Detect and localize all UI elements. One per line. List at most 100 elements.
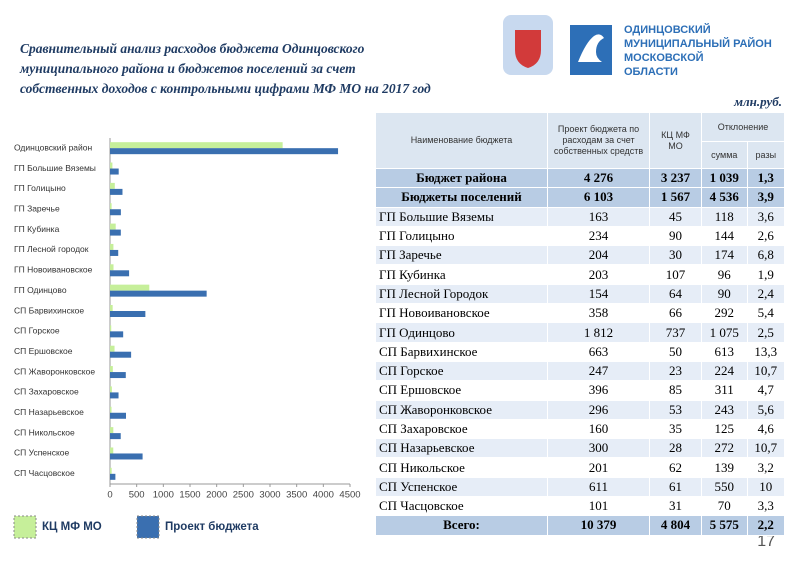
y-tick-label: СП Барвихинское <box>14 305 84 315</box>
y-tick-label: СП Часцовское <box>14 468 75 478</box>
bar <box>110 142 283 149</box>
table-cell: ГП Кубинка <box>375 264 548 285</box>
bar <box>110 290 207 297</box>
table-cell: СП Часцовское <box>375 496 548 517</box>
title-line: муниципального района и бюджетов поселен… <box>19 61 356 76</box>
bar <box>110 412 126 419</box>
bar <box>110 453 143 460</box>
logo-text: ОБЛАСТИ <box>624 66 678 78</box>
logo-text: МОСКОВСКОЙ <box>624 51 704 64</box>
table-cell: 28 <box>649 438 702 459</box>
table-row: СП Часцовское 101 31 70 3,3 <box>375 496 786 517</box>
table-row: Бюджет района 4 276 3 237 1 039 1,3 <box>375 167 786 189</box>
table-cell: 2,5 <box>746 322 786 343</box>
table-cell: 243 <box>701 399 748 420</box>
table-row: СП Захаровское 160 35 125 4,6 <box>375 418 786 440</box>
table-cell: 3,9 <box>746 187 786 208</box>
table-cell: 35 <box>649 418 702 440</box>
table-cell: СП Жаворонковское <box>375 399 548 420</box>
table-cell: ГП Голицыно <box>375 225 548 247</box>
shield <box>515 30 541 68</box>
table-cell: Бюджет района <box>375 167 548 189</box>
table-cell: 613 <box>701 341 748 362</box>
table-cell: 358 <box>547 303 650 324</box>
x-tick-label: 2500 <box>233 490 254 501</box>
table-cell: 3,6 <box>746 206 786 227</box>
table-cell: 154 <box>547 283 650 305</box>
table-cell: 296 <box>547 399 650 420</box>
table-cell: 31 <box>649 496 702 517</box>
table-cell: 292 <box>701 303 748 324</box>
table-cell: 311 <box>701 380 748 401</box>
table-cell: 4,7 <box>746 380 786 401</box>
table-cell: 2,2 <box>746 515 786 536</box>
x-tick-label: 3500 <box>286 490 307 501</box>
x-tick-label: 3000 <box>259 490 280 501</box>
table-cell: 2,4 <box>746 283 786 305</box>
table-cell: Всего: <box>375 515 548 536</box>
table-cell: 234 <box>547 225 650 247</box>
page-number: 17 <box>757 533 775 550</box>
table-cell: 90 <box>649 225 702 247</box>
x-tick-label: 500 <box>129 490 145 501</box>
bar <box>110 311 146 317</box>
bar <box>110 168 119 175</box>
logo-text: ОДИНЦОВСКИЙ <box>624 23 711 36</box>
bar <box>110 372 126 379</box>
bar <box>110 229 121 236</box>
table-cell: 1 567 <box>649 187 702 208</box>
table-cell: 174 <box>701 245 748 266</box>
table-cell: 201 <box>547 457 650 478</box>
table-row: СП Никольское 201 62 139 3,2 <box>375 457 786 478</box>
y-tick-label: СП Никольское <box>14 427 75 437</box>
bar <box>110 392 119 399</box>
table-cell: СП Горское <box>375 360 548 382</box>
table-cell: 23 <box>649 360 702 382</box>
y-tick-label: ГП Лесной городок <box>14 244 89 254</box>
bar <box>110 243 114 250</box>
bar <box>110 249 119 256</box>
table-cell: СП Ершовское <box>375 380 548 401</box>
table-cell: 4,6 <box>746 418 786 440</box>
unit: млн.руб. <box>733 94 782 109</box>
x-tick-label: 4000 <box>313 490 334 501</box>
x-tick-label: 2000 <box>206 490 227 501</box>
table-row: СП Назарьевское 300 28 272 10,7 <box>375 438 786 459</box>
table-cell: 663 <box>547 341 650 362</box>
y-tick-label: ГП Новоивановское <box>14 265 93 275</box>
table-cell: 4 804 <box>649 515 702 536</box>
table-cell: 1 039 <box>701 167 748 189</box>
table-cell: 101 <box>547 496 650 517</box>
bar <box>110 345 115 352</box>
table-cell: 224 <box>701 360 748 382</box>
bar <box>110 284 150 291</box>
bar <box>110 366 113 373</box>
table-cell: ГП Новоивановское <box>375 303 548 324</box>
bar <box>110 264 114 271</box>
table-cell: 62 <box>649 457 702 478</box>
table-cell: 107 <box>649 264 702 285</box>
table-cell: 204 <box>547 245 650 266</box>
table-cell: 6 103 <box>547 187 650 208</box>
table-row: ГП Большие Вяземы 163 45 118 3,6 <box>375 206 786 227</box>
table-cell: 3 237 <box>649 167 702 189</box>
table-cell: 10,7 <box>746 438 786 459</box>
table-row: СП Жаворонковское 296 53 243 5,6 <box>375 399 786 420</box>
table-row: ГП Заречье 204 30 174 6,8 <box>375 245 786 266</box>
bar <box>110 188 123 195</box>
table-cell: 3,3 <box>746 496 786 517</box>
header-cell: КЦ МФ МО <box>649 112 702 169</box>
logo-shape <box>578 34 604 62</box>
bar <box>110 473 116 480</box>
header-cell: Наименование бюджета <box>375 112 548 169</box>
table-cell: 10 379 <box>547 515 650 536</box>
legend-swatch <box>136 515 160 539</box>
y-tick-label: ГП Кубинка <box>14 224 60 234</box>
table-cell: 85 <box>649 380 702 401</box>
table-cell: СП Барвихинское <box>375 341 548 362</box>
table-row: ГП Голицыно 234 90 144 2,6 <box>375 225 786 247</box>
x-tick-label: 0 <box>107 490 112 501</box>
table-cell: 10 <box>746 476 786 498</box>
header-row: Наименование бюджета Проект бюджета по ра… <box>375 112 785 169</box>
